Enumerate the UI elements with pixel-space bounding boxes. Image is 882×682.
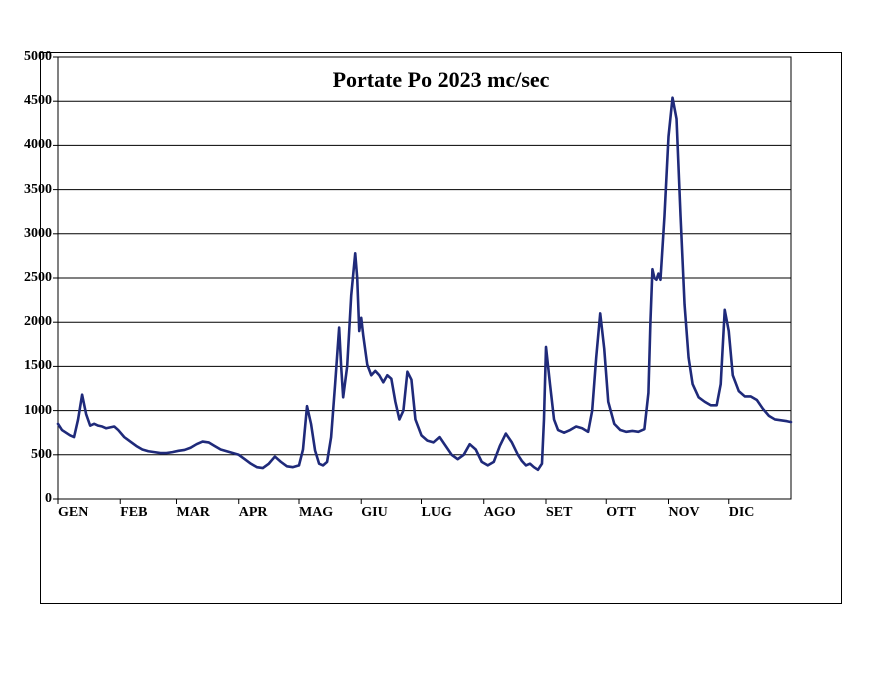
y-tick-label: 3500 xyxy=(24,182,52,198)
y-tick-label: 1500 xyxy=(24,358,52,374)
y-tick-label: 5000 xyxy=(24,49,52,65)
x-tick-label: APR xyxy=(239,505,268,521)
y-axis-labels: 0500100015002000250030003500400045005000 xyxy=(41,57,52,499)
x-tick-label: MAR xyxy=(176,505,209,521)
x-tick-label: AGO xyxy=(484,505,516,521)
y-tick-label: 2500 xyxy=(24,270,52,286)
y-tick-label: 4500 xyxy=(24,93,52,109)
x-tick-label: NOV xyxy=(668,505,699,521)
y-tick-label: 1000 xyxy=(24,403,52,419)
x-tick-label: OTT xyxy=(606,505,636,521)
x-tick-label: GEN xyxy=(58,505,88,521)
y-tick-label: 500 xyxy=(31,447,52,463)
x-axis-labels: GEN FEB MAR APR MAG GIU LUG AGO SET OTT NOV DIC xyxy=(58,505,791,529)
chart-plot xyxy=(58,57,791,499)
x-tick-label: SET xyxy=(546,505,572,521)
chart-frame: Portate Po 2023 mc/sec 05001000150020002… xyxy=(40,52,842,604)
y-tick-label: 4000 xyxy=(24,137,52,153)
y-tick-label: 0 xyxy=(45,491,52,507)
x-tick-label: DIC xyxy=(729,505,755,521)
series-portata xyxy=(58,98,791,470)
y-tick-label: 2000 xyxy=(24,314,52,330)
x-tick-label: FEB xyxy=(120,505,147,521)
y-tick-label: 3000 xyxy=(24,226,52,242)
x-tick-label: LUG xyxy=(421,505,451,521)
x-tick-label: MAG xyxy=(299,505,333,521)
x-tick-label: GIU xyxy=(361,505,387,521)
